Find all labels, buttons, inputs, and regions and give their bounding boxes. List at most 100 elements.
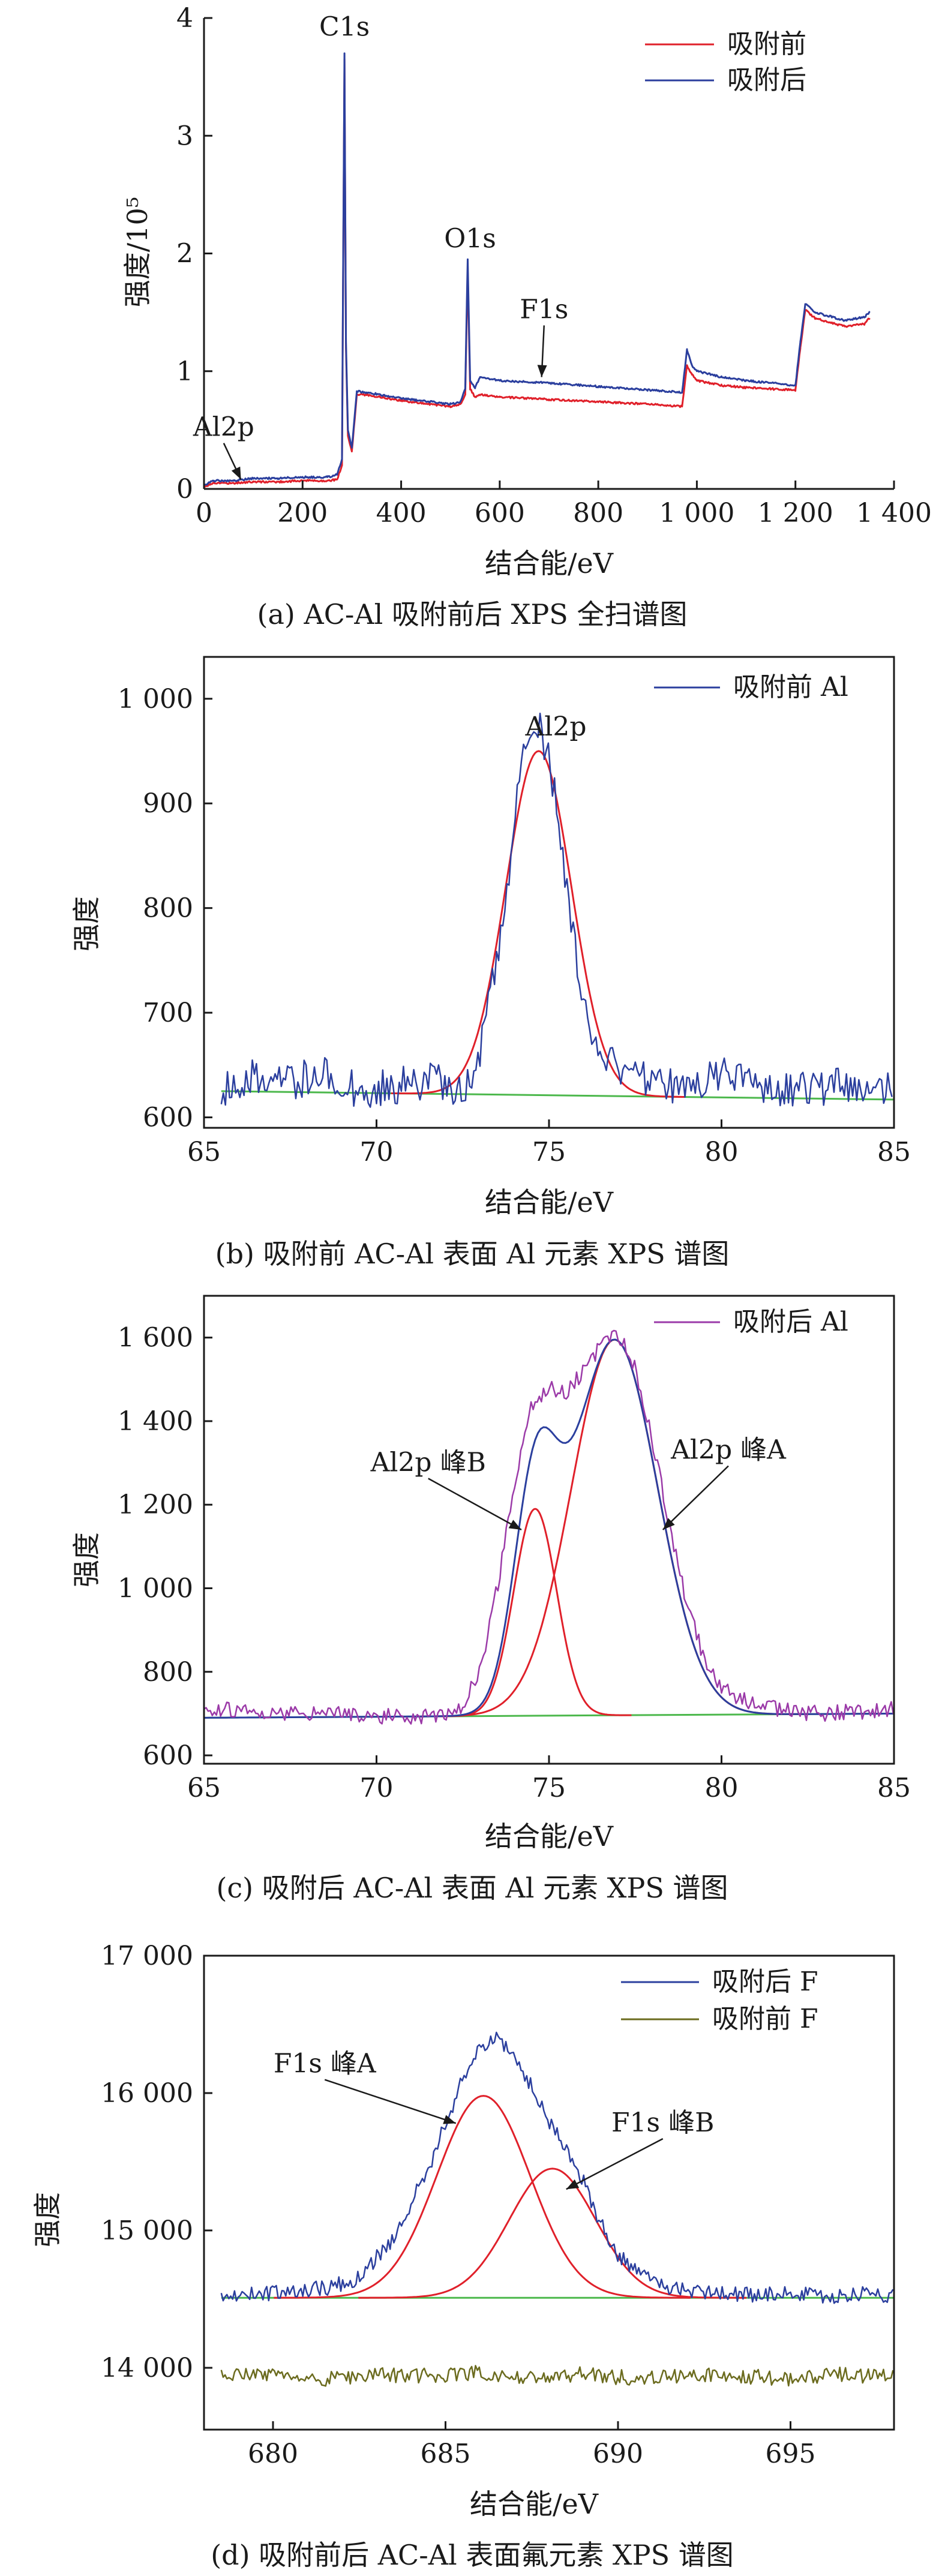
y-tick-label-a: 3 bbox=[176, 121, 193, 151]
x-tick-label-a: 0 bbox=[196, 498, 212, 529]
series-line-a-0 bbox=[203, 58, 871, 488]
annotation-arrowhead-a-3 bbox=[231, 466, 241, 480]
y-axis-label-b: 强度 bbox=[70, 896, 103, 951]
legend-d: 吸附后 F 吸附前 F bbox=[621, 1966, 818, 2034]
y-tick-label-a: 0 bbox=[176, 474, 193, 505]
legend-label-d-1: 吸附前 F bbox=[712, 2004, 818, 2034]
legend-c: 吸附后 Al bbox=[654, 1307, 848, 1337]
y-tick-label-d: 15 000 bbox=[101, 2215, 193, 2246]
panel-a-survey-spectrum: (a) AC-Al 吸附前后 XPS 全扫谱图 结合能/eV 强度/10⁵ 吸附… bbox=[121, 3, 932, 631]
legend-label-b-0: 吸附前 Al bbox=[733, 672, 848, 702]
annotation-d-0: F1s 峰A bbox=[274, 2049, 377, 2079]
y-axis-label-a: 强度/10⁵ bbox=[121, 197, 154, 307]
annotation-arrow-c-0 bbox=[428, 1478, 522, 1531]
x-tick-label-c: 80 bbox=[705, 1773, 739, 1803]
annotation-c-1: Al2p 峰A bbox=[670, 1435, 787, 1466]
annotation-b-0: Al2p bbox=[524, 711, 586, 742]
y-tick-label-a: 4 bbox=[176, 3, 193, 34]
x-axis-label-b: 结合能/eV bbox=[485, 1186, 614, 1218]
x-tick-label-d: 680 bbox=[248, 2439, 298, 2469]
plot-area-b bbox=[220, 712, 895, 1108]
plot-area-a bbox=[203, 52, 871, 488]
x-tick-label-c: 85 bbox=[877, 1773, 911, 1803]
series-line-d-0 bbox=[220, 2031, 894, 2304]
x-tick-label-a: 400 bbox=[376, 498, 427, 529]
caption-b: (b) 吸附前 AC-Al 表面 Al 元素 XPS 谱图 bbox=[215, 1238, 730, 1270]
plot-frame-d bbox=[203, 1954, 895, 2431]
y-tick-label-c: 1 200 bbox=[118, 1490, 193, 1520]
x-tick-label-c: 70 bbox=[360, 1773, 394, 1803]
y-axis-label-c: 强度 bbox=[70, 1532, 103, 1587]
fit-peak-b-0 bbox=[391, 750, 685, 1098]
x-tick-label-b: 70 bbox=[360, 1137, 394, 1167]
x-tick-label-c: 75 bbox=[532, 1773, 566, 1803]
annotation-c-0: Al2p 峰B bbox=[370, 1448, 486, 1478]
y-tick-label-c: 1 600 bbox=[118, 1323, 193, 1353]
y-tick-label-a: 1 bbox=[176, 356, 193, 387]
fit-peak-c-1 bbox=[420, 1338, 809, 1718]
series-line-d-1 bbox=[220, 2365, 894, 2387]
x-tick-label-a: 600 bbox=[475, 498, 525, 529]
x-tick-label-b: 75 bbox=[532, 1137, 566, 1167]
legend-label-c-0: 吸附后 Al bbox=[733, 1307, 848, 1337]
annotation-arrowhead-d-0 bbox=[443, 2115, 456, 2124]
y-tick-label-c: 800 bbox=[143, 1657, 193, 1688]
legend-label-a-0: 吸附前 bbox=[727, 29, 806, 59]
annotation-arrow-d-1 bbox=[566, 2137, 664, 2190]
x-tick-label-a: 1 400 bbox=[856, 498, 932, 529]
annotation-arrow-c-1 bbox=[662, 1465, 729, 1530]
series-line-b-0 bbox=[220, 712, 893, 1108]
caption-d: (d) 吸附前后 AC-Al 表面氟元素 XPS 谱图 bbox=[211, 2539, 734, 2571]
panel-b-al-before: (b) 吸附前 AC-Al 表面 Al 元素 XPS 谱图 结合能/eV 强度 … bbox=[70, 656, 911, 1270]
x-tick-label-d: 685 bbox=[421, 2439, 471, 2469]
fit-envelope-c bbox=[204, 1338, 895, 1719]
y-tick-label-b: 700 bbox=[143, 998, 193, 1028]
annotation-arrowhead-a-2 bbox=[537, 365, 547, 377]
x-tick-label-b: 65 bbox=[187, 1137, 221, 1167]
fit-peak-d-1 bbox=[358, 2167, 747, 2299]
x-tick-label-a: 1 200 bbox=[758, 498, 833, 529]
caption-c: (c) 吸附后 AC-Al 表面 Al 元素 XPS 谱图 bbox=[216, 1872, 728, 1904]
x-axis-label-c: 结合能/eV bbox=[485, 1820, 614, 1853]
series-line-a-1 bbox=[203, 52, 871, 487]
y-tick-label-c: 1 000 bbox=[118, 1574, 193, 1604]
x-tick-label-a: 1 000 bbox=[659, 498, 734, 529]
annotation-arrowhead-d-1 bbox=[566, 2179, 580, 2190]
fit-peak-d-0 bbox=[274, 2095, 691, 2299]
annotation-arrowhead-c-0 bbox=[508, 1520, 521, 1530]
annotation-arrow-d-0 bbox=[324, 2079, 457, 2124]
x-tick-label-b: 80 bbox=[705, 1137, 739, 1167]
y-tick-label-b: 900 bbox=[143, 788, 193, 819]
y-tick-label-c: 600 bbox=[143, 1740, 193, 1771]
series-line-c-0 bbox=[203, 1329, 895, 1725]
caption-a: (a) AC-Al 吸附前后 XPS 全扫谱图 bbox=[257, 598, 688, 631]
y-axis-label-d: 强度 bbox=[31, 2192, 64, 2247]
x-tick-label-d: 690 bbox=[593, 2439, 643, 2469]
y-tick-label-b: 600 bbox=[143, 1103, 193, 1133]
plot-area-d bbox=[220, 2031, 894, 2387]
x-axis-label-d: 结合能/eV bbox=[470, 2488, 599, 2520]
annotation-a-0: C1s bbox=[319, 11, 370, 42]
x-tick-label-b: 85 bbox=[877, 1137, 911, 1167]
plot-area-c bbox=[203, 1329, 895, 1725]
y-tick-label-c: 1 400 bbox=[118, 1406, 193, 1437]
annotation-a-1: O1s bbox=[444, 224, 496, 254]
y-tick-label-d: 16 000 bbox=[101, 2078, 193, 2109]
panel-d-f-before-after: (d) 吸附前后 AC-Al 表面氟元素 XPS 谱图 结合能/eV 强度 吸附… bbox=[31, 1941, 895, 2571]
x-axis-label-a: 结合能/eV bbox=[485, 547, 614, 580]
annotation-arrowhead-c-1 bbox=[662, 1518, 675, 1530]
x-tick-label-c: 65 bbox=[187, 1773, 221, 1803]
fit-peak-c-0 bbox=[439, 1508, 632, 1718]
legend-b: 吸附前 Al bbox=[654, 672, 848, 702]
annotation-a-2: F1s bbox=[520, 294, 568, 325]
y-tick-label-d: 17 000 bbox=[101, 1941, 193, 1971]
legend-label-a-1: 吸附后 bbox=[727, 65, 806, 95]
y-tick-label-b: 800 bbox=[143, 893, 193, 924]
panel-c-al-after: (c) 吸附后 AC-Al 表面 Al 元素 XPS 谱图 结合能/eV 强度 … bbox=[70, 1295, 911, 1904]
annotation-d-1: F1s 峰B bbox=[611, 2107, 714, 2138]
annotation-a-3: Al2p bbox=[193, 412, 254, 443]
y-tick-label-a: 2 bbox=[176, 239, 193, 269]
x-tick-label-d: 695 bbox=[766, 2439, 816, 2469]
